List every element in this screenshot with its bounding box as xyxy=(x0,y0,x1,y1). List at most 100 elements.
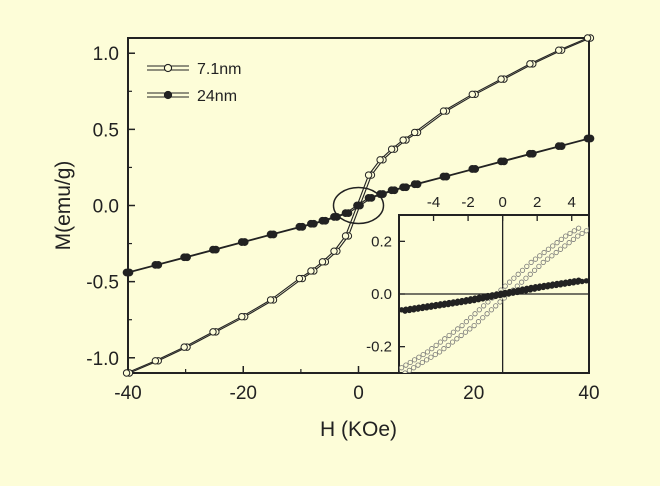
inset-series-7-1nm-point xyxy=(472,311,478,317)
inset-data xyxy=(399,225,589,373)
inset-series-7-1nm-point xyxy=(419,359,425,366)
inset-series-7-1nm-point xyxy=(519,279,525,285)
inset-series-7-1nm-point xyxy=(449,339,456,345)
series-7-1nm-point xyxy=(266,296,275,304)
series-24nm-point xyxy=(295,222,304,231)
series-7-1nm-point xyxy=(307,267,315,275)
inset-series-7-1nm-point xyxy=(411,365,417,371)
series-7-1nm-point xyxy=(410,128,419,137)
series-7-1nm-point xyxy=(399,136,407,144)
inset-series-24nm-point xyxy=(498,290,504,296)
y-axis-label: M(emu/g) xyxy=(52,161,75,251)
legend-label: 24nm xyxy=(197,88,237,105)
series-24nm-point xyxy=(330,213,338,221)
inset-series-7-1nm-point xyxy=(553,249,559,256)
inset-series-24nm-point xyxy=(463,297,470,303)
inset-series-7-1nm-point xyxy=(575,233,581,239)
x-tick-label: 0 xyxy=(353,383,364,404)
inset-series-24nm-point xyxy=(485,292,491,299)
series-24nm-point xyxy=(237,238,246,246)
inset-series-24nm-point xyxy=(472,295,478,301)
inset-series-24nm-point xyxy=(489,292,495,298)
inset-series-7-1nm-point xyxy=(480,315,486,321)
series-24nm-point xyxy=(180,253,189,262)
inset-series-24nm-point xyxy=(532,284,539,290)
series-24nm-point xyxy=(468,165,477,173)
inset-series-7-1nm-point xyxy=(411,357,418,363)
series-7-1nm-point xyxy=(151,357,160,365)
inset-series-7-1nm-point xyxy=(481,303,487,309)
inset-series-24nm-point xyxy=(502,289,508,296)
inset-series-7-1nm-point xyxy=(420,351,426,358)
inset-series-7-1nm-point xyxy=(406,367,412,373)
x-tick-label: 20 xyxy=(463,383,484,404)
inset-series-24nm-point xyxy=(424,303,431,309)
series-24nm-point xyxy=(318,216,327,225)
inset-series-24nm-point xyxy=(493,291,500,297)
series-24nm-point xyxy=(209,245,217,254)
inset-series-24nm-point xyxy=(571,278,578,284)
inset-series-24nm-point xyxy=(433,301,439,308)
series-24nm-point xyxy=(364,193,373,202)
inset-series-7-1nm-point xyxy=(532,256,539,262)
series-7-1nm-point xyxy=(122,369,131,377)
inset-series-7-1nm-point xyxy=(523,275,529,281)
inset-series-7-1nm-point xyxy=(502,283,508,289)
inset-y-tick-label: 0.0 xyxy=(371,286,392,303)
y-tick-label: -1.0 xyxy=(86,349,119,370)
origin-highlight-ellipse xyxy=(332,186,385,225)
x-tick-label: 40 xyxy=(578,383,599,404)
inset-series-7-1nm-point xyxy=(476,307,482,313)
inset-series-24nm-point xyxy=(554,280,560,287)
series-7-1nm-point xyxy=(330,247,338,255)
inset-series-24nm-point xyxy=(524,285,530,291)
inset-series-24nm-point xyxy=(519,286,526,292)
inset-series-7-1nm-point xyxy=(446,332,452,339)
inset-series-7-1nm-point xyxy=(415,362,421,368)
inset-series-24nm-point xyxy=(467,296,474,302)
series-7-1nm-point xyxy=(341,232,350,240)
inset-plot: -4 -2 0 2 4 -0.2 0.0 0.2 xyxy=(366,194,590,374)
inset-series-24nm-point xyxy=(446,299,452,306)
inset-series-7-1nm-point xyxy=(437,339,444,345)
inset-series-7-1nm-point xyxy=(455,326,461,332)
inset-series-24nm-point xyxy=(416,304,422,310)
x-tick-label: -20 xyxy=(230,383,257,404)
inset-y-tick-label: -0.2 xyxy=(366,339,392,356)
inset-series-24nm-point xyxy=(567,278,573,285)
inset-series-7-1nm-point xyxy=(458,332,464,339)
inset-series-24nm-point xyxy=(476,294,483,300)
inset-series-7-1nm-point xyxy=(471,322,477,329)
inset-series-24nm-point xyxy=(407,305,413,312)
inset-series-7-1nm-point xyxy=(433,342,439,348)
inset-series-24nm-point xyxy=(537,283,543,289)
inset-series-7-1nm-point xyxy=(545,246,552,252)
inset-series-7-1nm-point xyxy=(475,319,482,325)
inset-series-7-1nm-point xyxy=(540,259,546,265)
inset-series-7-1nm-point xyxy=(519,267,526,273)
inset-series-7-1nm-point xyxy=(467,326,473,332)
inset-series-7-1nm-point xyxy=(588,226,589,231)
series-24nm-point xyxy=(554,142,563,151)
inset-series-24nm-point xyxy=(511,288,517,294)
y-tick-label: 0.5 xyxy=(93,120,119,141)
inset-series-7-1nm-point xyxy=(576,225,582,231)
inset-series-7-1nm-point xyxy=(554,240,560,246)
series-24nm-point xyxy=(341,209,350,218)
inset-series-24nm-point xyxy=(450,299,457,305)
inset-series-7-1nm-point xyxy=(511,275,517,281)
inset-series-24nm-point xyxy=(437,301,444,307)
series-24nm-point xyxy=(526,149,534,158)
inset-series-24nm-point xyxy=(583,278,589,284)
main-plot: -40 -20 0 20 40-1.0-0.50.00.51.0H (KOe)M(emu… xyxy=(52,34,600,441)
inset-series-7-1nm-point xyxy=(416,354,422,360)
series-7-1nm-point xyxy=(376,156,384,164)
inset-series-7-1nm-point xyxy=(558,236,564,242)
series-7-1nm-point xyxy=(555,46,563,54)
series-24nm-point xyxy=(151,260,160,269)
series-24nm-point xyxy=(387,186,396,195)
inset-series-7-1nm-point xyxy=(454,336,460,342)
inset-series-7-1nm-point xyxy=(557,246,564,252)
inset-series-7-1nm-point xyxy=(531,267,538,273)
